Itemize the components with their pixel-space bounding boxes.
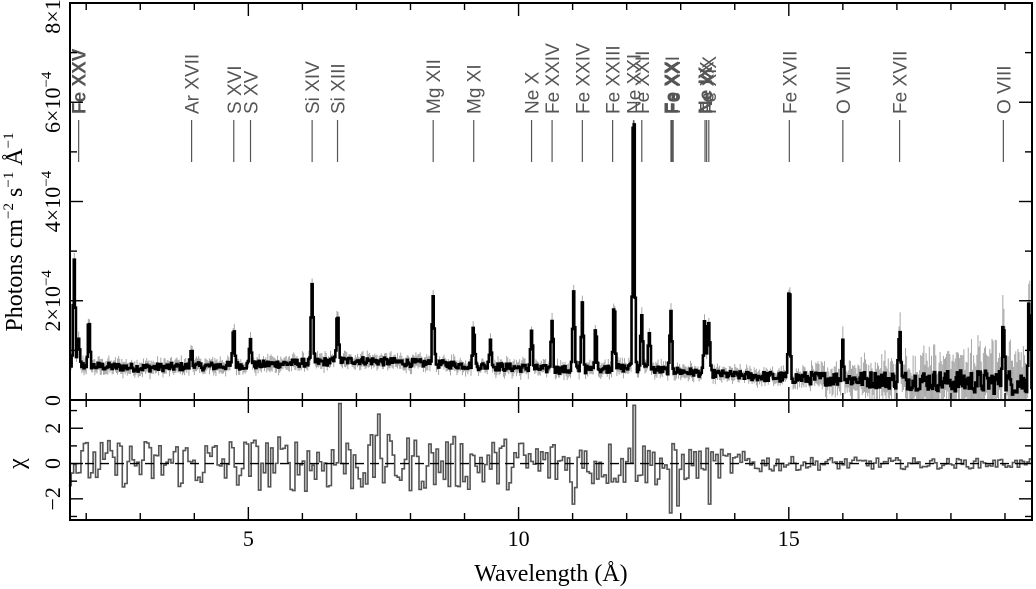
line-id-label: Fe XXII <box>633 51 654 114</box>
x-tick-label: 10 <box>508 526 530 551</box>
y-tick-label: 8×10−4 <box>39 0 65 34</box>
residuals-series <box>68 402 1032 514</box>
line-id-label: Mg XI <box>465 64 486 114</box>
line-id-label: Fe XIX <box>700 56 721 114</box>
y-tick-label: 6×10−4 <box>39 71 65 133</box>
line-id-label: O VIII <box>834 65 855 114</box>
line-id-label: Ne X <box>523 71 544 114</box>
y-tick-label: 4×10−4 <box>39 170 65 232</box>
residuals-line <box>68 402 1032 514</box>
line-id-label: Fe XXI <box>663 56 684 114</box>
line-id-label: Fe XXIV <box>543 43 564 114</box>
residual-y-tick-label: −2 <box>40 487 65 510</box>
line-id-label: Fe XXIII <box>604 45 625 114</box>
line-id-label: Ar XVII <box>183 54 204 114</box>
line-id-label: Fe XX <box>698 61 719 114</box>
line-id-label: Fe XVII <box>891 51 912 114</box>
line-id-label: Fe XX <box>662 61 683 114</box>
line-id-label: S XVI <box>225 65 246 114</box>
line-id-label: Si XIV <box>303 61 324 114</box>
line-id-label: Fe XX <box>664 61 685 114</box>
line-id-label: Fe XVII <box>780 51 801 114</box>
axis-labels: 5 10 15 Wavelength (Å) 0 2×10−4 4×10−4 6×10−4 8×… <box>1 0 800 587</box>
spectrum-data-line <box>69 123 1033 396</box>
y-tick-label: 0 <box>40 395 65 406</box>
y-tick-label: 2×10−4 <box>39 270 65 332</box>
line-id-label: Si XIII <box>329 63 350 114</box>
line-id-label: Mg XII <box>424 59 445 114</box>
spectrum-data-series <box>69 123 1033 396</box>
x-axis-title: Wavelength (Å) <box>474 561 627 587</box>
residual-panel-frame <box>69 399 1033 521</box>
x-tick-label: 15 <box>778 526 800 551</box>
residual-y-axis-title: χ <box>4 458 30 470</box>
y-axis-title: Photons cm−2 s−1 Å−1 <box>1 132 28 331</box>
line-id-label: O VIII <box>994 65 1015 114</box>
residual-y-tick-label: 2 <box>40 423 65 434</box>
line-id-label: Fe XXIV <box>573 43 594 114</box>
line-id-label: Ne XXI <box>625 54 646 114</box>
axes <box>69 2 1033 521</box>
line-id-label: Fe XXV <box>70 48 91 114</box>
x-tick-label: 5 <box>243 526 254 551</box>
line-id-label: S XV <box>242 70 263 114</box>
line-id-label: Ne IX <box>696 66 717 114</box>
residual-y-tick-label: 0 <box>40 458 65 469</box>
